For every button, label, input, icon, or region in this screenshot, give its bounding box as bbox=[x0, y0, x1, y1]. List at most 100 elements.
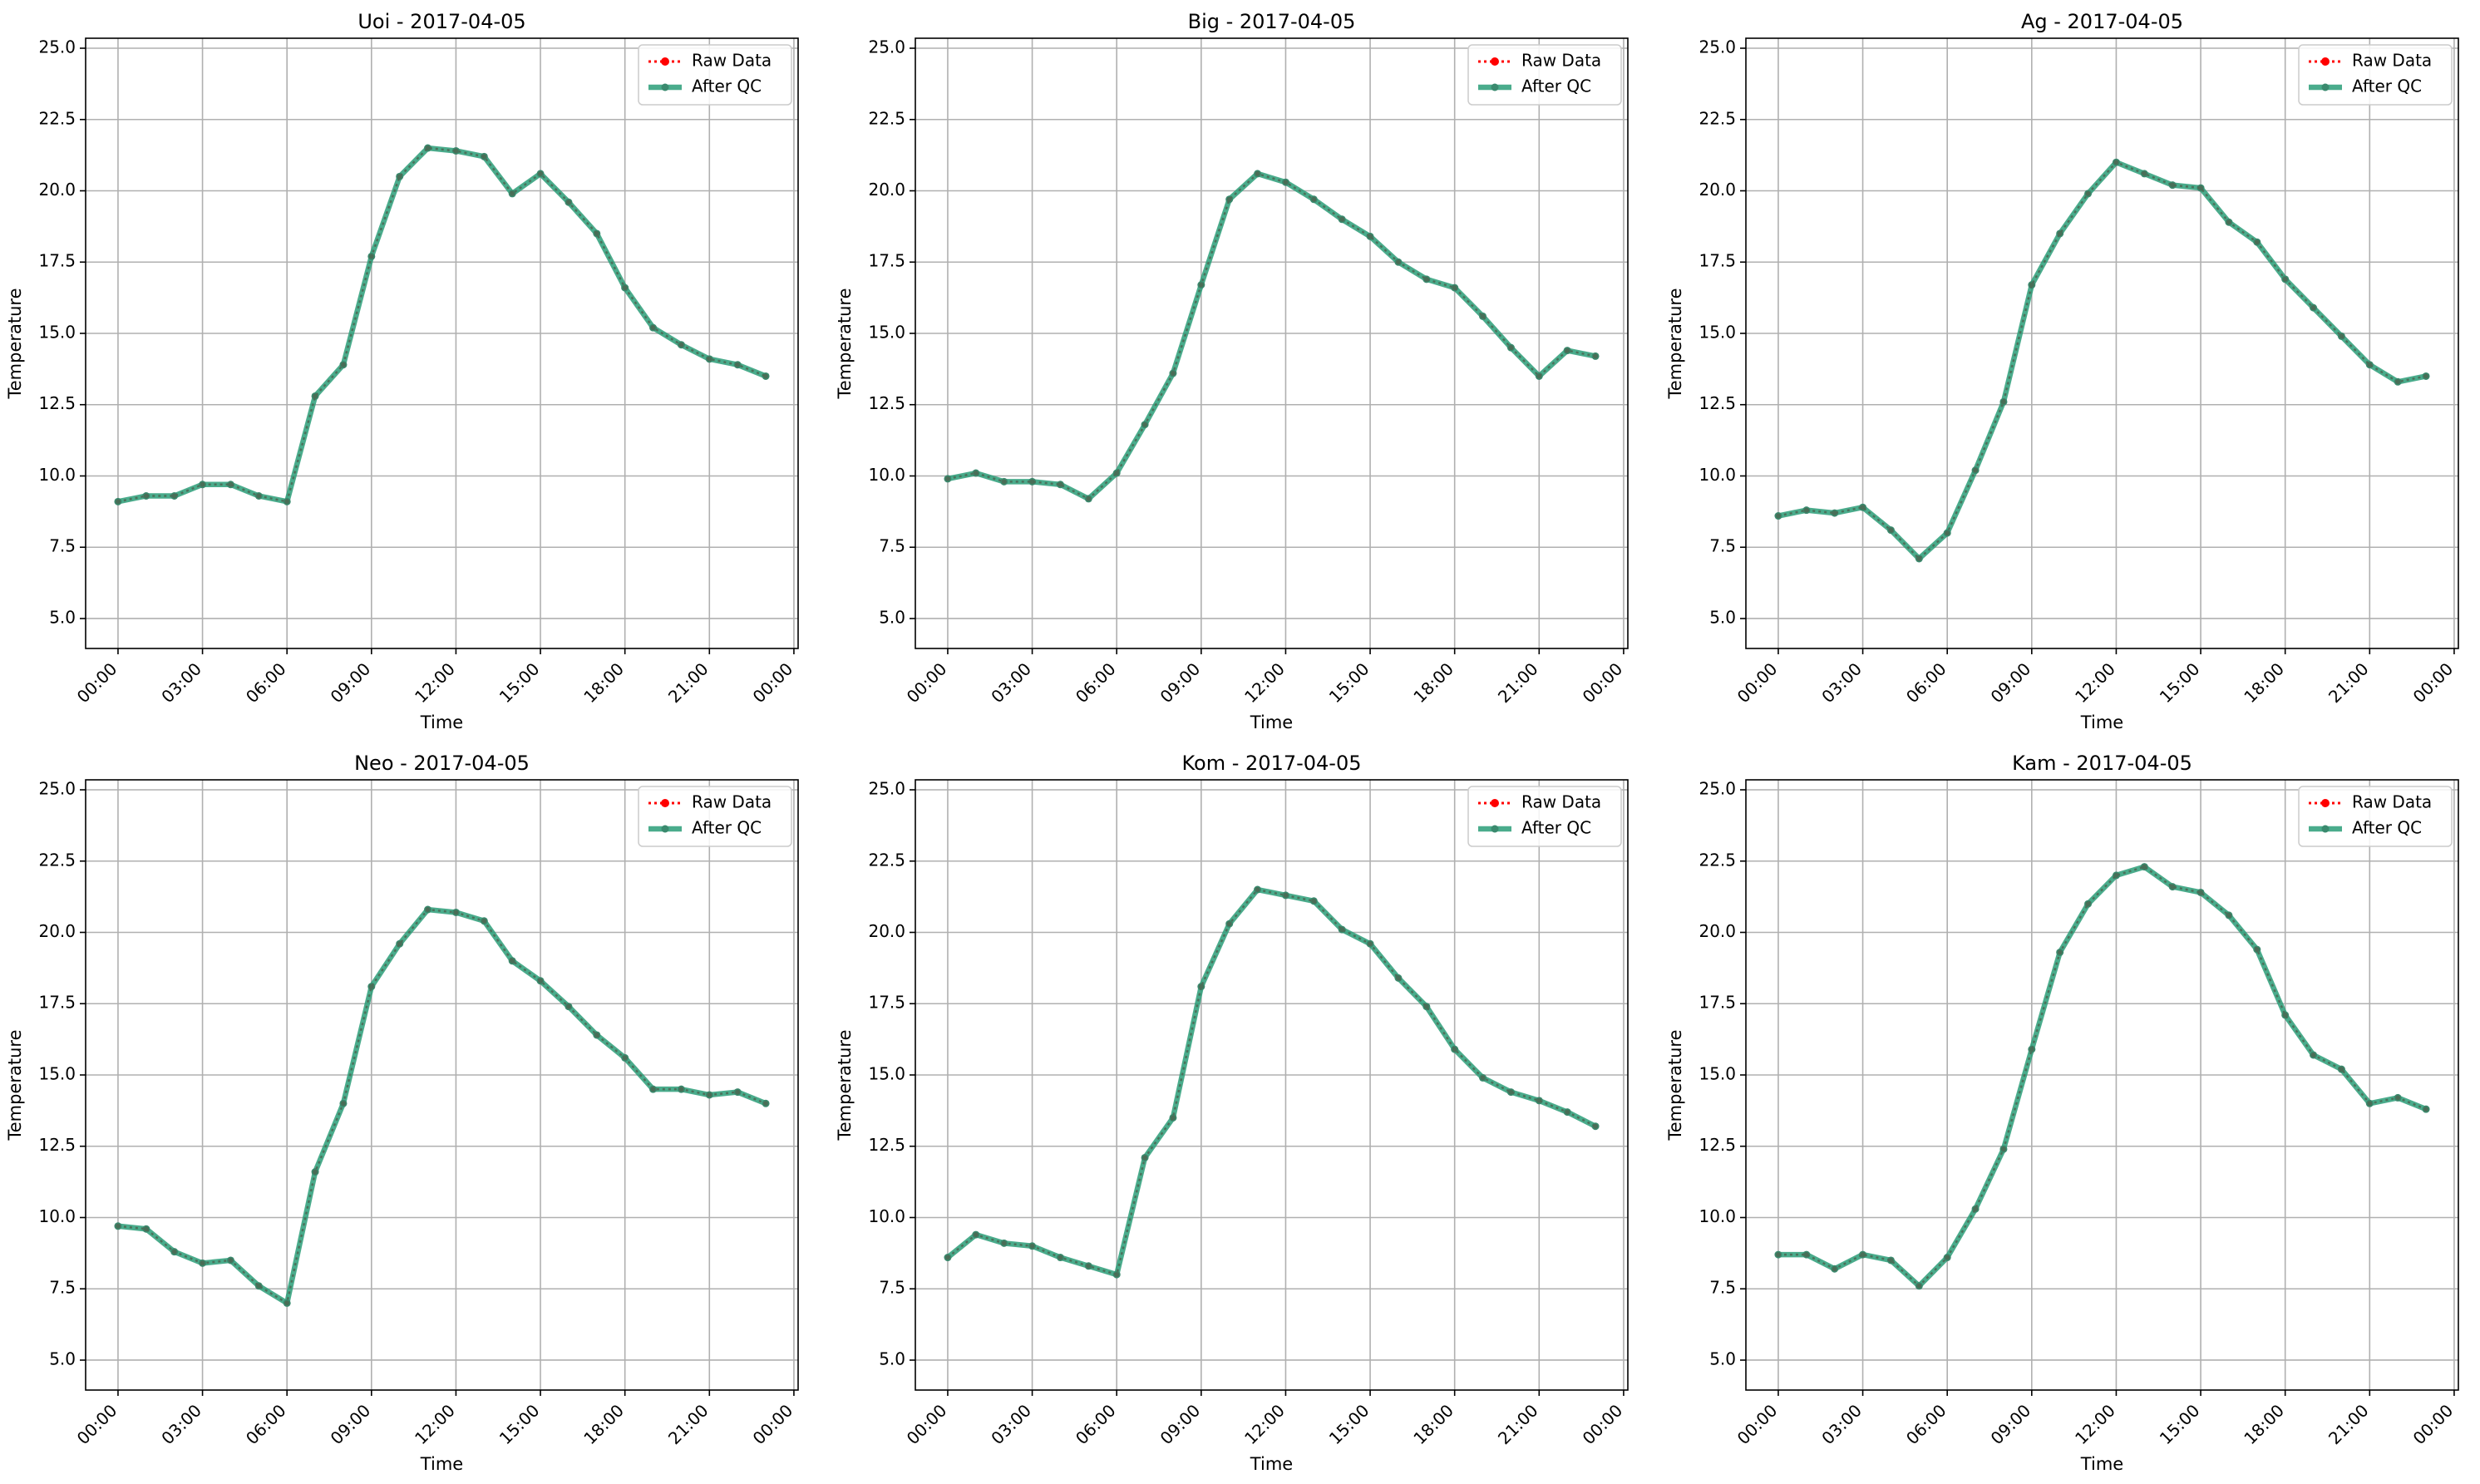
y-tick-label: 15.0 bbox=[1699, 1063, 1736, 1083]
point-raw-data bbox=[2057, 949, 2063, 955]
point-raw-data bbox=[1832, 510, 1837, 516]
point-raw-data bbox=[763, 373, 769, 379]
point-raw-data bbox=[1058, 1255, 1063, 1260]
plot-area bbox=[86, 780, 798, 1390]
legend: Raw Data After QC bbox=[1467, 786, 1622, 847]
x-tick-label: 15:00 bbox=[1325, 1400, 1373, 1448]
point-raw-data bbox=[973, 471, 979, 476]
point-raw-data bbox=[1423, 276, 1429, 282]
y-tick-label: 25.0 bbox=[868, 37, 905, 57]
legend-label-after-qc: After QC bbox=[692, 76, 762, 96]
chart-panel: 00:00 03:00 06:00 09:00 12:00 15:00 18:00 21:00… bbox=[835, 752, 1629, 1474]
x-axis-label: Time bbox=[1250, 712, 1293, 732]
point-raw-data bbox=[2198, 890, 2204, 895]
x-tick-label: 21:00 bbox=[664, 1400, 712, 1448]
point-raw-data bbox=[481, 918, 487, 924]
point-raw-data bbox=[368, 984, 374, 989]
point-raw-data bbox=[2423, 1107, 2429, 1112]
x-axis-label: Time bbox=[2080, 1454, 2123, 1474]
point-raw-data bbox=[2113, 872, 2119, 878]
x-tick-label: 06:00 bbox=[242, 658, 290, 707]
x-tick-label: 00:00 bbox=[1579, 658, 1627, 707]
point-raw-data bbox=[2395, 379, 2401, 385]
x-tick-label: 15:00 bbox=[2156, 1400, 2204, 1448]
axes-frame bbox=[85, 779, 799, 1391]
chart-panel: 00:00 03:00 06:00 09:00 12:00 15:00 18:00 21:00… bbox=[5, 10, 799, 732]
x-tick-label: 09:00 bbox=[1987, 1400, 2035, 1448]
point-raw-data bbox=[650, 325, 656, 331]
point-raw-data bbox=[1170, 1115, 1176, 1121]
point-raw-data bbox=[1945, 1255, 1950, 1260]
y-tick-label: 20.0 bbox=[868, 921, 905, 941]
point-raw-data bbox=[453, 148, 459, 154]
point-raw-data bbox=[115, 1223, 121, 1229]
chart-title: Neo - 2017-04-05 bbox=[354, 752, 530, 775]
legend-marker-raw-data bbox=[1491, 799, 1499, 807]
y-tick-label: 22.5 bbox=[1699, 850, 1736, 870]
point-raw-data bbox=[2113, 160, 2119, 165]
y-tick-label: 7.5 bbox=[49, 536, 76, 556]
point-raw-data bbox=[1001, 1240, 1007, 1246]
legend: Raw Data After QC bbox=[2298, 44, 2453, 106]
point-raw-data bbox=[678, 342, 684, 348]
plot-area bbox=[86, 38, 798, 648]
legend-label-raw-data: Raw Data bbox=[692, 51, 772, 71]
point-raw-data bbox=[1029, 1243, 1035, 1249]
point-raw-data bbox=[1226, 196, 1232, 202]
point-raw-data bbox=[143, 1226, 149, 1232]
y-tick-label: 5.0 bbox=[49, 607, 76, 627]
legend-label-after-qc: After QC bbox=[692, 818, 762, 838]
point-raw-data bbox=[1888, 527, 1894, 533]
legend-marker-after-qc bbox=[1491, 825, 1499, 833]
point-raw-data bbox=[1860, 1252, 1866, 1258]
y-tick-label: 12.5 bbox=[868, 1135, 905, 1155]
legend-marker-raw-data bbox=[661, 57, 669, 66]
legend-label-after-qc: After QC bbox=[1521, 76, 1591, 96]
y-tick-label: 7.5 bbox=[879, 1278, 905, 1298]
point-raw-data bbox=[2226, 912, 2231, 918]
point-raw-data bbox=[2142, 864, 2147, 870]
x-tick-label: 00:00 bbox=[749, 1400, 797, 1448]
series-line-raw-data bbox=[117, 908, 767, 1305]
point-raw-data bbox=[2339, 333, 2344, 339]
x-tick-label: 06:00 bbox=[1072, 1400, 1120, 1448]
y-tick-label: 5.0 bbox=[879, 607, 905, 627]
point-raw-data bbox=[2282, 276, 2288, 282]
point-raw-data bbox=[1058, 481, 1063, 487]
x-tick-label: 12:00 bbox=[411, 1400, 459, 1448]
point-raw-data bbox=[2395, 1095, 2401, 1101]
point-raw-data bbox=[228, 481, 234, 487]
y-tick-label: 25.0 bbox=[1699, 37, 1736, 57]
x-axis-label: Time bbox=[2080, 712, 2123, 732]
point-raw-data bbox=[1339, 927, 1345, 933]
chart-panel: 00:00 03:00 06:00 09:00 12:00 15:00 18:00 21:00… bbox=[835, 10, 1629, 732]
point-raw-data bbox=[2254, 239, 2260, 245]
point-raw-data bbox=[1283, 180, 1289, 185]
x-tick-label: 06:00 bbox=[1902, 1400, 1950, 1448]
axes-frame bbox=[1745, 37, 2459, 649]
point-raw-data bbox=[1142, 422, 1148, 427]
legend-marker-after-qc bbox=[2321, 83, 2330, 91]
point-raw-data bbox=[944, 476, 950, 481]
x-tick-label: 00:00 bbox=[1579, 1400, 1627, 1448]
point-raw-data bbox=[397, 941, 402, 947]
point-raw-data bbox=[510, 190, 515, 196]
series-line-after-qc bbox=[944, 170, 1599, 502]
y-tick-label: 15.0 bbox=[38, 322, 76, 342]
chart-panel: 00:00 03:00 06:00 09:00 12:00 15:00 18:00 21:00… bbox=[1665, 752, 2459, 1474]
x-tick-label: 03:00 bbox=[1817, 658, 1866, 707]
y-axis-label: Temperature bbox=[835, 1029, 855, 1141]
point-raw-data bbox=[735, 1089, 741, 1095]
point-raw-data bbox=[2339, 1067, 2344, 1072]
point-raw-data bbox=[2142, 170, 2147, 176]
series-line-raw-data bbox=[117, 146, 767, 503]
point-raw-data bbox=[284, 499, 290, 505]
x-tick-label: 18:00 bbox=[579, 1400, 628, 1448]
legend: Raw Data After QC bbox=[638, 786, 792, 847]
point-raw-data bbox=[1565, 1109, 1570, 1115]
point-raw-data bbox=[678, 1087, 684, 1092]
point-raw-data bbox=[1593, 353, 1599, 359]
point-raw-data bbox=[1283, 892, 1289, 898]
x-tick-label: 06:00 bbox=[1072, 658, 1120, 707]
point-raw-data bbox=[1536, 373, 1542, 379]
